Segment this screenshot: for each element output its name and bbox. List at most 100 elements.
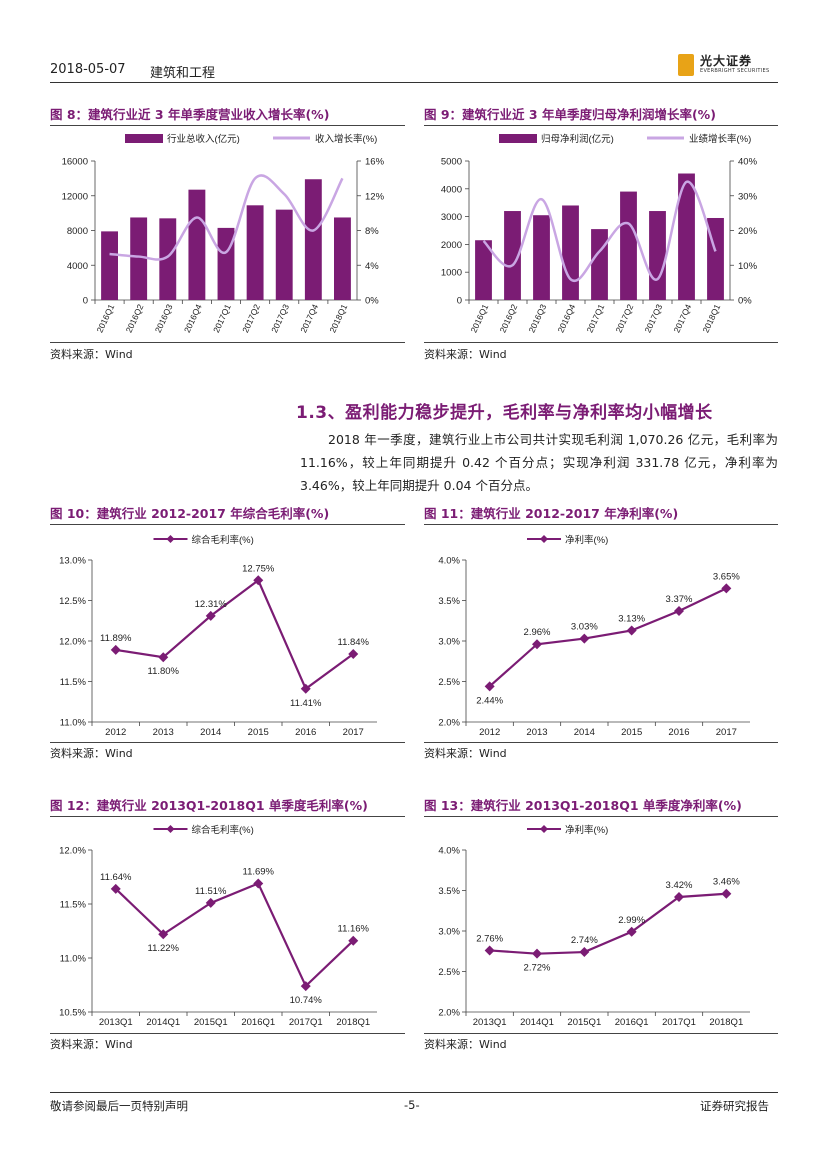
data-point <box>484 681 495 692</box>
y-left-tick-label: 0 <box>457 296 462 307</box>
y-left-tick-label: 4000 <box>67 261 88 272</box>
data-point <box>300 683 311 694</box>
bar <box>591 229 608 300</box>
y-left-tick-label: 16000 <box>62 157 88 168</box>
data-label: 11.22% <box>147 943 179 954</box>
y-tick-label: 4.0% <box>438 556 460 567</box>
x-tick-label: 2016Q4 <box>182 302 204 334</box>
y-right-tick-label: 10% <box>738 261 758 272</box>
bar <box>533 215 550 300</box>
growth-line <box>482 180 717 283</box>
fig12-title: 图 12：建筑行业 2013Q1-2018Q1 单季度毛利率(%) <box>50 798 368 813</box>
legend-label: 净利率(%) <box>565 824 608 836</box>
bar <box>275 209 293 300</box>
x-tick-label: 2017Q4 <box>298 302 320 334</box>
data-label: 12.75% <box>242 563 275 574</box>
y-right-tick-label: 0% <box>738 296 752 307</box>
x-tick-label: 2017Q1 <box>584 302 606 334</box>
data-point <box>110 883 121 894</box>
data-label: 3.65% <box>713 571 740 582</box>
bar <box>159 218 177 300</box>
bar <box>334 217 351 300</box>
fig11-title: 图 11：建筑行业 2012-2017 年净利率(%) <box>424 506 679 521</box>
x-tick-label: 2017Q2 <box>613 302 635 334</box>
y-right-tick-label: 40% <box>738 157 758 168</box>
data-point <box>532 948 542 959</box>
series-line <box>489 892 727 955</box>
x-tick-label: 2018Q1 <box>327 302 349 334</box>
fig13-source: 资料来源：Wind <box>424 1038 507 1051</box>
data-point <box>348 648 359 659</box>
data-point <box>484 945 495 956</box>
y-tick-label: 2.0% <box>438 718 460 729</box>
legend-label: 综合毛利率(%) <box>192 824 254 836</box>
y-tick-label: 2.5% <box>438 677 460 688</box>
data-label: 10.74% <box>290 995 323 1006</box>
data-label: 11.41% <box>290 698 322 709</box>
x-tick-label: 2016Q1 <box>241 1017 275 1028</box>
y-right-tick-label: 20% <box>738 226 758 237</box>
fig9-title-rule <box>424 125 778 126</box>
y-left-tick-label: 12000 <box>62 191 88 202</box>
y-right-tick-label: 16% <box>365 157 385 168</box>
company-logo: 光大证券 EVERBRIGHT SECURITIES <box>678 52 778 80</box>
legend-marker <box>540 535 548 543</box>
x-tick-label: 2017 <box>716 727 737 738</box>
bar <box>620 191 637 300</box>
x-tick-label: 2013Q1 <box>99 1017 133 1028</box>
x-tick-label: 2016 <box>668 727 689 738</box>
data-label: 2.72% <box>524 963 551 974</box>
fig8-title-rule <box>50 125 405 126</box>
bar <box>246 205 264 300</box>
y-left-tick-label: 8000 <box>67 226 88 237</box>
fig10-title-rule <box>50 524 405 525</box>
fig11-title-rule <box>424 524 778 525</box>
data-point <box>721 583 732 594</box>
growth-line <box>109 174 344 261</box>
x-tick-label: 2017Q3 <box>269 302 291 334</box>
data-point <box>579 947 590 958</box>
x-tick-label: 2014Q1 <box>146 1017 180 1028</box>
y-tick-label: 4.0% <box>438 846 460 857</box>
x-tick-label: 2016Q1 <box>95 302 117 334</box>
bar <box>217 227 235 300</box>
data-point <box>253 575 264 586</box>
x-tick-label: 2015 <box>248 727 269 738</box>
data-label: 11.84% <box>337 637 369 648</box>
data-label: 2.74% <box>571 935 598 946</box>
x-tick-label: 2017Q2 <box>240 302 262 334</box>
data-label: 11.51% <box>195 886 227 897</box>
section-heading: 1.3、盈利能力稳步提升，毛利率与净利率均小幅增长 <box>296 403 713 423</box>
data-point <box>674 606 684 617</box>
y-left-tick-label: 4000 <box>441 184 462 195</box>
x-tick-label: 2016Q3 <box>526 302 548 334</box>
y-right-tick-label: 4% <box>365 261 379 272</box>
data-point <box>158 652 169 663</box>
logo-text-en: EVERBRIGHT SECURITIES <box>700 68 770 74</box>
legend-bar-swatch <box>125 134 163 143</box>
x-tick-label: 2012 <box>479 727 500 738</box>
x-tick-label: 2014 <box>200 727 221 738</box>
y-left-tick-label: 3000 <box>441 212 462 223</box>
bar <box>649 211 666 300</box>
x-tick-label: 2017 <box>343 727 364 738</box>
data-label: 11.16% <box>337 924 369 935</box>
y-tick-label: 2.5% <box>438 967 460 978</box>
y-tick-label: 3.0% <box>438 927 460 938</box>
x-tick-label: 2016Q1 <box>615 1017 649 1028</box>
y-tick-label: 12.0% <box>59 637 86 648</box>
fig12-chart: 综合毛利率(%) 10.5% 11.0% 11.5% 12.0% 2013Q1 2014Q1… <box>59 824 377 1028</box>
fig9-chart: 归母净利润(亿元) 业绩增长率(%) 0 1000 2000 3000 4000 5000 0%… <box>441 133 758 334</box>
y-tick-label: 12.0% <box>59 846 86 857</box>
y-tick-label: 3.0% <box>438 637 460 648</box>
x-tick-label: 2015 <box>621 727 642 738</box>
fig9-bottom-rule <box>424 342 778 343</box>
footer-report-type: 证券研究报告 <box>700 1099 769 1113</box>
data-point <box>579 633 590 644</box>
data-point <box>110 644 121 655</box>
y-left-tick-label: 2000 <box>441 240 462 251</box>
x-tick-label: 2016Q2 <box>124 302 146 334</box>
data-label: 3.42% <box>666 880 693 891</box>
bar <box>504 211 521 300</box>
x-tick-label: 2016 <box>295 727 316 738</box>
